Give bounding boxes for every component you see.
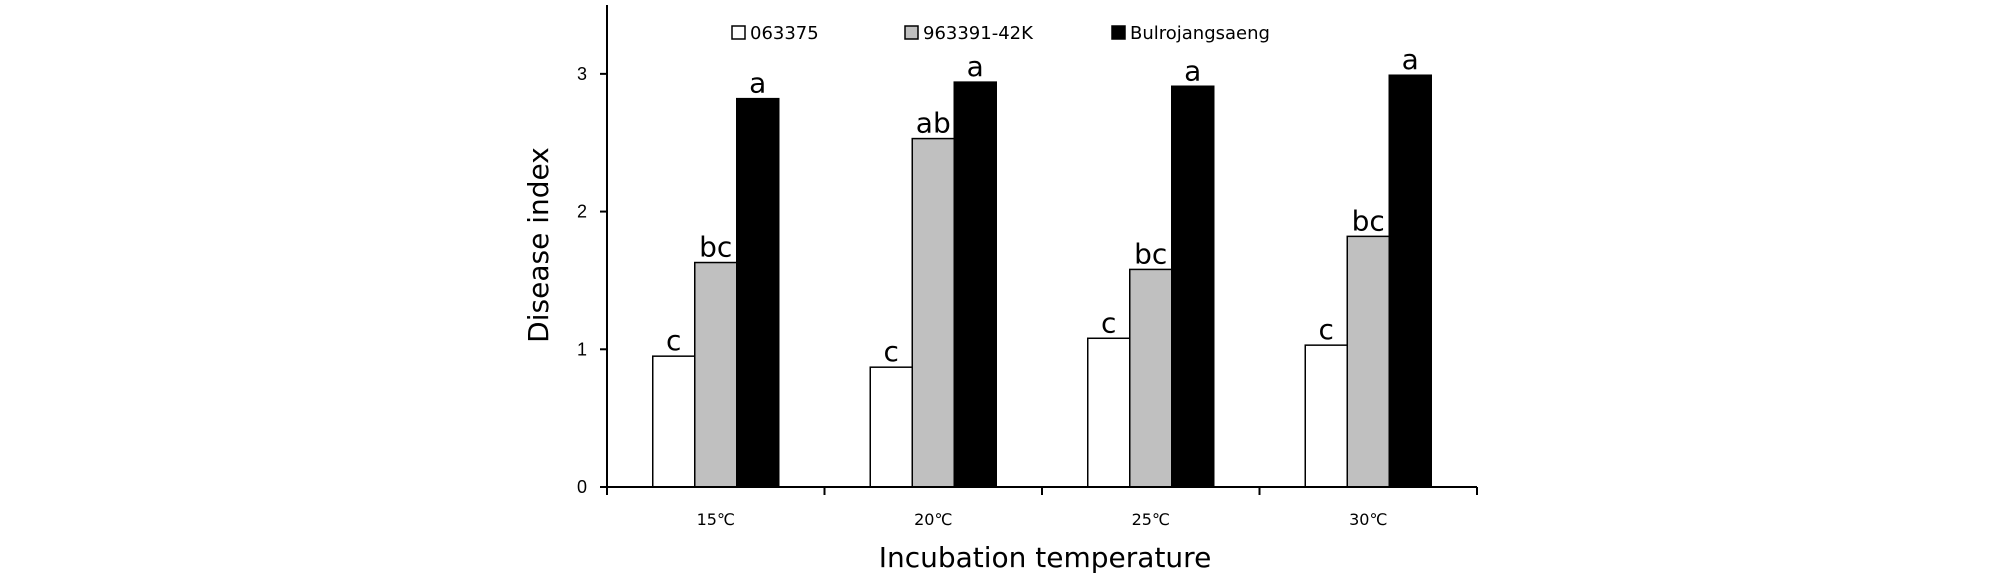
data-label-1-3: c [1101,306,1116,339]
legend-item-2: 963391-42K [904,23,1034,44]
y-tick-label-1: 1 [577,339,587,359]
x-tick-label-3: 25℃ [1132,510,1170,529]
bar-2-2 [911,137,955,488]
bar-2-4 [1346,235,1390,488]
data-label-3-4: a [1402,43,1419,76]
bar-3-3 [1171,85,1215,488]
legend-label-3: Bulrojangsaeng [1130,23,1270,44]
legend-swatch-3 [1111,25,1126,40]
legend-label-2: 963391-42K [923,23,1034,44]
data-label-2-2: ab [916,107,951,140]
y-axis-title: Disease index [522,147,555,343]
legend-item-3: Bulrojangsaeng [1111,23,1270,44]
bar-1-3 [1087,337,1131,488]
bar-1-1 [652,355,696,488]
x-tick-label-4: 30℃ [1349,510,1387,529]
x-tick-label-2: 20℃ [914,510,952,529]
bar-1-2 [869,366,913,488]
bar-1-4 [1304,344,1348,488]
data-label-2-4: bc [1352,204,1385,237]
bar-3-4 [1388,74,1432,488]
data-label-1-1: c [666,324,681,357]
data-label-3-1: a [749,67,766,100]
data-label-3-3: a [1184,54,1201,87]
bar-3-2 [953,81,997,488]
legend-swatch-2 [904,25,919,40]
x-tick-label-1: 15℃ [697,510,735,529]
y-tick-label-0: 0 [577,477,587,497]
legend-item-1: 063375 [731,23,819,44]
y-tick-label-2: 2 [577,202,587,222]
legend-swatch-1 [731,25,746,40]
x-axis-title: Incubation temperature [879,541,1212,574]
data-label-1-2: c [884,335,899,368]
bars-group [652,74,1432,488]
axes-group: 0 1 2 3 15℃ 20℃ 25℃ 30℃ [577,5,1478,529]
data-label-2-1: bc [699,231,732,264]
data-label-1-4: c [1319,313,1334,346]
bar-2-1 [694,261,738,488]
bar-2-3 [1129,268,1173,488]
y-tick-label-3: 3 [577,64,587,84]
legend: 063375 963391-42K Bulrojangsaeng [731,23,1270,44]
bar-3-1 [736,97,780,488]
data-label-3-2: a [967,50,984,83]
legend-label-1: 063375 [750,23,819,44]
data-label-2-3: bc [1134,237,1167,270]
